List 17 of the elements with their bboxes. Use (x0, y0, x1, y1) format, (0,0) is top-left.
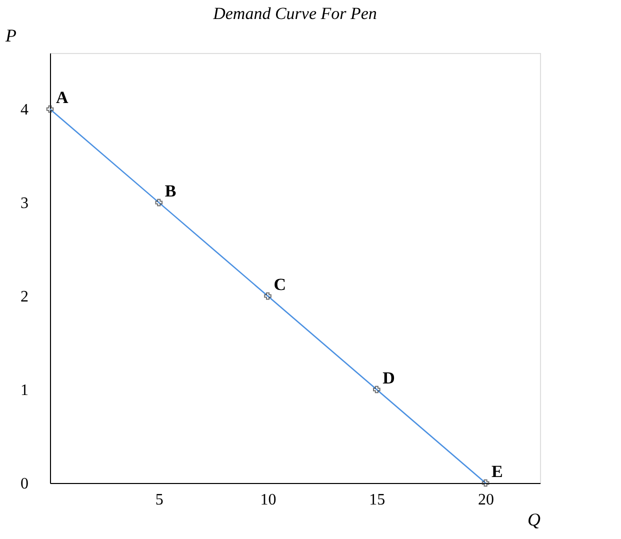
chart-title: Demand Curve For Pen (212, 4, 377, 23)
x-tick-label: 5 (155, 492, 164, 508)
x-tick-label: 15 (369, 492, 386, 508)
y-tick-label: 2 (20, 288, 28, 306)
annotation: C (274, 275, 286, 294)
y-tick-label: 1 (20, 382, 28, 400)
annotation: E (492, 462, 503, 481)
x-axis-title: Q (528, 510, 540, 530)
y-axis-title: P (4, 26, 16, 46)
y-tick-label: 3 (20, 195, 28, 212)
y-tick-label: 0 (20, 476, 28, 492)
annotation: B (164, 182, 176, 201)
y-tick-label: 4 (20, 102, 28, 119)
x-tick-label: 10 (260, 492, 276, 508)
annotation: A (56, 88, 69, 108)
annotation: D (382, 368, 395, 388)
x-tick-label: 20 (478, 492, 494, 508)
